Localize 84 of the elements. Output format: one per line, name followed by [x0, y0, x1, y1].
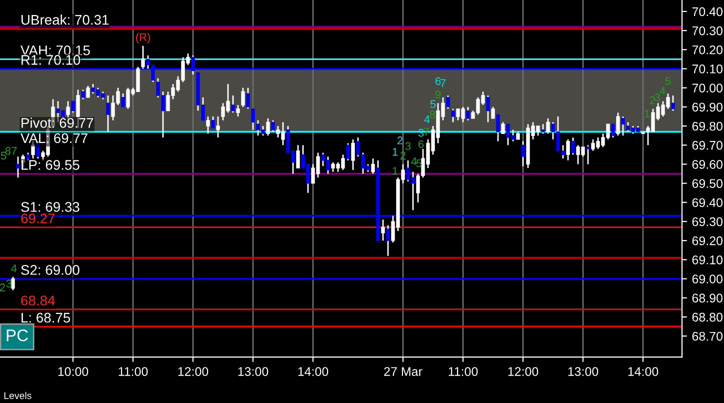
candlestick [216, 116, 220, 138]
y-tick-label: 69.00 [692, 274, 723, 284]
annotation: 5 [0, 152, 6, 160]
candlestick [66, 100, 70, 120]
candlestick [566, 138, 570, 162]
candlestick [546, 118, 550, 134]
annotation: 1 [644, 110, 650, 118]
annotation: 1 [392, 148, 398, 156]
candlestick [491, 106, 495, 120]
y-tick-label: 69.40 [692, 198, 723, 208]
x-tick-label: 11:00 [118, 367, 148, 376]
x-tick-label: 14:00 [628, 367, 658, 376]
x-tick-label: 12:00 [508, 367, 538, 376]
annotation: 5 [665, 77, 671, 86]
annotation: 3 [405, 142, 411, 150]
candlestick [86, 85, 90, 98]
x-tick-label: 10:00 [58, 367, 88, 376]
y-tick-label: 70.00 [692, 84, 723, 92]
y-tick-label: 69.50 [692, 179, 723, 188]
ref-line-label: UBreak: 70.31 [22, 14, 109, 25]
candlestick [296, 144, 300, 169]
candlestick [381, 218, 385, 242]
candlestick [141, 45, 145, 70]
annotation: 7 [424, 128, 430, 136]
ref-line-label: Pivot: 69.77 [22, 118, 94, 128]
annotation: 9 [435, 90, 441, 98]
ref-line-label: L: 68.75 [22, 312, 70, 323]
y-tick-label: 69.10 [692, 255, 723, 264]
candlestick [501, 122, 505, 134]
y-tick-label: 69.80 [692, 122, 723, 131]
y-tick-label: 69.90 [692, 102, 723, 112]
candlestick [206, 116, 210, 134]
x-tick-label: 11:00 [448, 367, 478, 376]
text: Levels [4, 392, 32, 400]
ref-line-label: 69.27 [21, 213, 55, 224]
annotation: 2 [650, 96, 656, 104]
candlestick [266, 118, 270, 136]
annotation: 2 [397, 136, 403, 144]
y-tick-label: 68.90 [692, 294, 723, 303]
ref-line-label: LP: 69.55 [22, 160, 80, 170]
annotation: 4 [660, 86, 666, 95]
annotation: 3 [654, 93, 660, 102]
candlestick [236, 104, 240, 118]
x-tick-label: 12:00 [178, 367, 208, 376]
candlestick [16, 156, 20, 178]
annotation: 8 [430, 110, 436, 118]
y-tick-label: 68.70 [692, 332, 723, 341]
ref-line-label: VAH: 70.15 [20, 45, 90, 56]
candlestick [351, 138, 355, 171]
x-tick-label: 27 Mar [384, 367, 422, 376]
candlestick [371, 158, 375, 174]
annotation: 5 [430, 100, 436, 108]
y-tick-label: 69.70 [692, 140, 723, 150]
y-tick-label: 70.30 [692, 26, 723, 36]
y-tick-label: 70.20 [692, 45, 723, 54]
annotation: PC [6, 329, 28, 342]
ref-line-label: S2: 69.00 [21, 265, 80, 275]
y-tick-label: 69.30 [692, 217, 723, 226]
candlestick [241, 87, 245, 108]
annotation: 4 [411, 158, 417, 166]
y-tick-label: 70.10 [692, 64, 723, 74]
annotation: 2 [0, 283, 6, 292]
annotation: 4 [11, 264, 17, 272]
x-tick-label: 13:00 [568, 367, 598, 376]
annotation: (R) [136, 33, 150, 44]
annotation: 4 [424, 116, 430, 124]
ref-line-label: S1: 69.33 [21, 202, 80, 212]
ref-line-label: R1: 70.10 [22, 55, 80, 65]
x-tick-label: 14:00 [298, 367, 328, 376]
ref-line-label: VAL: 69.77 [20, 133, 88, 144]
y-tick-label: 69.20 [692, 236, 723, 246]
candlestick [616, 112, 620, 136]
x-tick-label: 13:00 [238, 367, 268, 376]
candlestick [251, 108, 255, 131]
annotation: 87 [5, 146, 17, 155]
annotation: 1 [392, 167, 398, 175]
annotation: 6 [435, 77, 441, 86]
y-tick-label: 68.80 [692, 312, 723, 322]
annotation: 6 [418, 140, 424, 148]
annotation: 7 [440, 79, 446, 87]
ref-line-label: 68.84 [21, 296, 55, 306]
candlestick [11, 276, 15, 291]
y-tick-label: 70.40 [692, 7, 723, 16]
y-tick-label: 69.60 [692, 160, 723, 169]
